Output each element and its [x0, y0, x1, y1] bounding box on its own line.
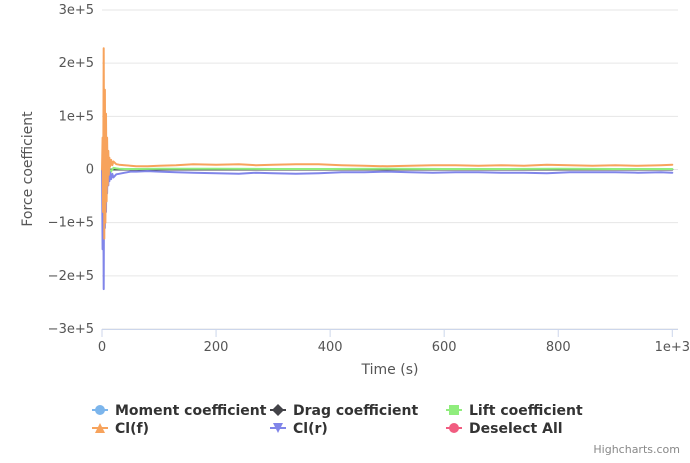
y-axis-title: Force coefficient	[20, 111, 36, 227]
x-tick-label: 600	[432, 340, 457, 355]
y-tick-label: 2e+5	[59, 56, 94, 71]
series-line-cl-r[interactable]	[101, 94, 674, 291]
x-axis: 0 200 400 600 800 1e+3	[98, 329, 690, 355]
legend-item-cl-f[interactable]: Cl(f)	[92, 421, 149, 437]
legend-label: Lift coefficient	[469, 403, 583, 419]
legend-marker-circle-icon	[95, 405, 105, 415]
y-tick-label: −3e+5	[48, 322, 94, 337]
y-tick-label: 0	[86, 163, 94, 178]
x-tick-label: 1e+3	[655, 340, 690, 355]
x-axis-title: Time (s)	[361, 362, 419, 378]
legend-marker-triangle-icon	[95, 423, 105, 433]
x-tick-label: 0	[98, 340, 106, 355]
y-tick-label: −2e+5	[48, 269, 94, 284]
legend-marker-circle-icon	[449, 423, 459, 433]
legend-marker-triangle-down-icon	[273, 423, 283, 433]
legend: Moment coefficient Drag coefficient Lift c…	[92, 403, 583, 437]
legend-marker-diamond-icon	[272, 404, 284, 416]
legend-label: Cl(f)	[115, 421, 149, 437]
y-tick-label: −1e+5	[48, 216, 94, 231]
legend-label: Deselect All	[469, 421, 563, 437]
legend-label: Moment coefficient	[115, 403, 267, 419]
legend-marker-square-icon	[449, 405, 459, 415]
legend-item-lift-coefficient[interactable]: Lift coefficient	[446, 403, 583, 419]
legend-item-moment-coefficient[interactable]: Moment coefficient	[92, 403, 267, 419]
y-axis: 3e+5 2e+5 1e+5 0 −1e+5 −2e+5 −3e+5	[48, 3, 94, 337]
x-tick-label: 400	[318, 340, 343, 355]
credits-link[interactable]: Highcharts.com	[593, 443, 680, 456]
y-tick-label: 1e+5	[59, 109, 94, 124]
legend-label: Drag coefficient	[293, 403, 418, 419]
x-tick-label: 200	[204, 340, 229, 355]
legend-label: Cl(r)	[293, 421, 328, 437]
y-tick-label: 3e+5	[59, 3, 94, 18]
series-line-cl-f[interactable]	[101, 47, 674, 240]
legend-item-drag-coefficient[interactable]: Drag coefficient	[270, 403, 418, 419]
legend-item-deselect-all[interactable]: Deselect All	[446, 421, 563, 437]
x-tick-label: 800	[546, 340, 571, 355]
legend-item-cl-r[interactable]: Cl(r)	[270, 421, 328, 437]
plot-series	[101, 47, 674, 291]
